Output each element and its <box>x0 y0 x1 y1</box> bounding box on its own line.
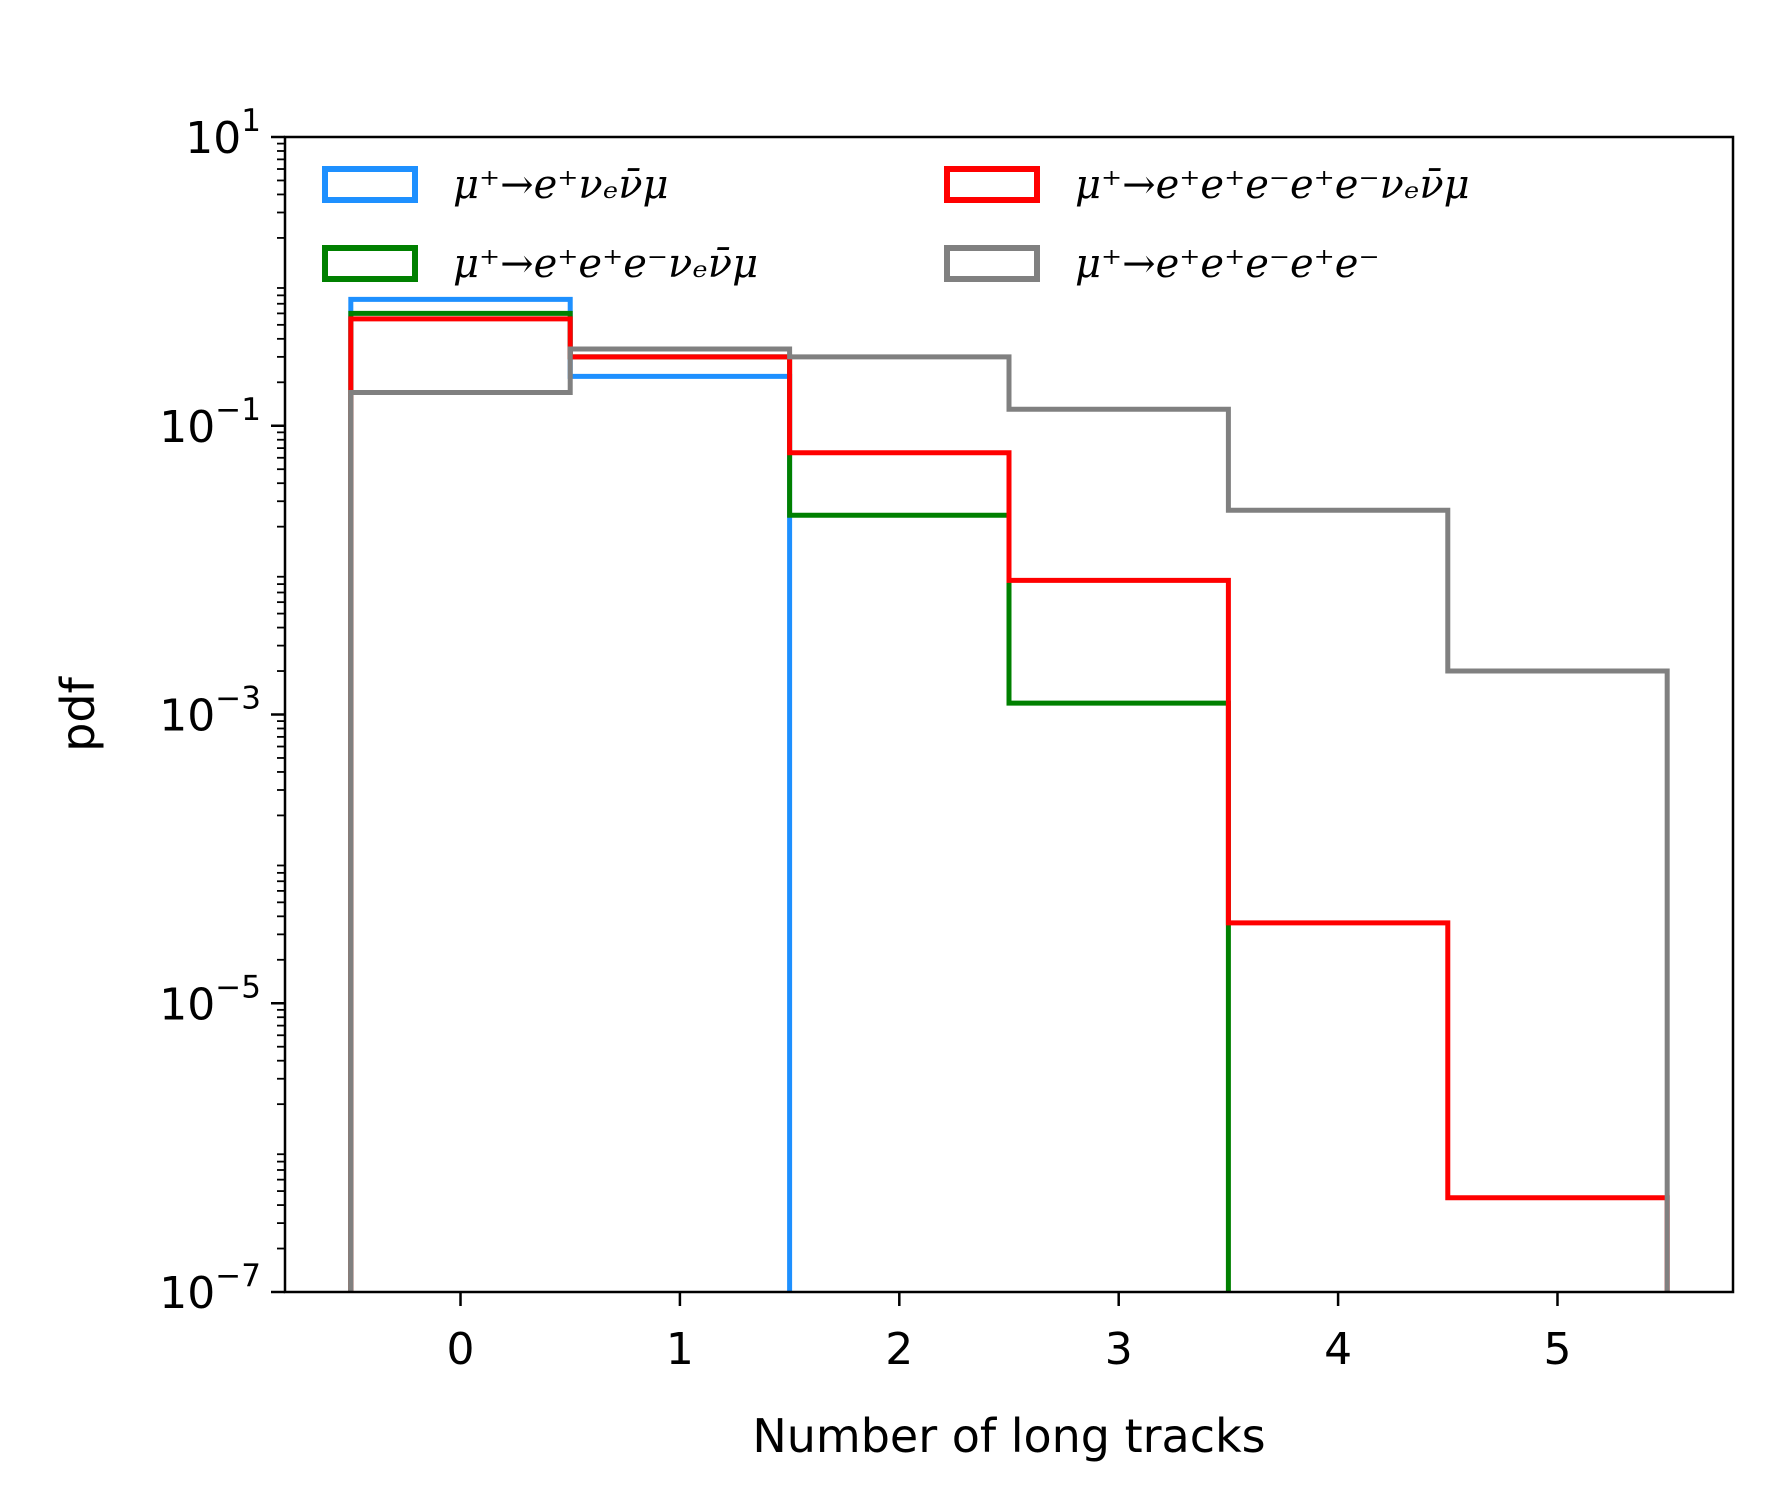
series-3-histogram <box>348 346 1670 1292</box>
series-2-histogram <box>348 316 1670 1292</box>
legend-label: μ⁺→e⁺νₑν̄μ <box>453 162 669 208</box>
y-tick-label: 101 <box>185 103 261 164</box>
legend-label: μ⁺→e⁺e⁺e⁻e⁺e⁻ <box>1075 241 1380 287</box>
y-axis-label: pdf <box>51 675 105 751</box>
legend-swatch <box>322 166 418 203</box>
x-tick-label: 5 <box>1543 1324 1571 1375</box>
x-tick-label: 1 <box>666 1324 694 1375</box>
y-tick-label: 10−7 <box>159 1258 261 1319</box>
y-tick-label: 10−1 <box>159 392 261 453</box>
legend-swatch <box>322 245 418 282</box>
x-tick-label: 2 <box>885 1324 913 1375</box>
y-axis: 101 10−1 10−3 10−5 10−7 <box>159 103 285 1319</box>
series-layer <box>348 296 1670 1292</box>
legend-swatch <box>944 245 1040 282</box>
y-tick-label: 10−5 <box>159 969 261 1030</box>
x-tick-label: 3 <box>1105 1324 1133 1375</box>
x-axis: 0 1 2 3 4 5 <box>447 1292 1571 1375</box>
x-tick-label: 4 <box>1324 1324 1352 1375</box>
legend-label: μ⁺→e⁺e⁺e⁻e⁺e⁻νₑν̄μ <box>1075 162 1470 208</box>
legend: μ⁺→e⁺νₑν̄μ μ⁺→e⁺e⁺e⁻νₑν̄μ μ⁺→e⁺e⁺e⁻e⁺e⁻νₑν… <box>322 162 1470 287</box>
legend-swatch <box>944 166 1040 203</box>
y-tick-label: 10−3 <box>159 681 261 742</box>
legend-label: μ⁺→e⁺e⁺e⁻νₑν̄μ <box>453 241 758 287</box>
x-axis-label: Number of long tracks <box>752 1409 1265 1463</box>
x-tick-label: 0 <box>447 1324 475 1375</box>
